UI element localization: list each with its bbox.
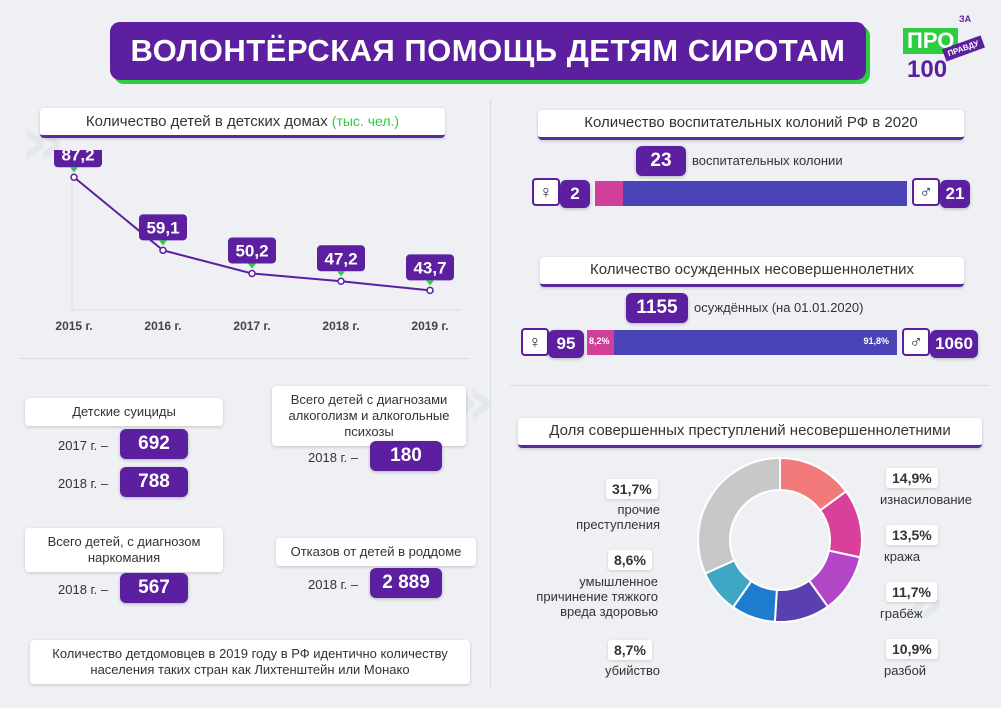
- drugs-label: 2018 г. –: [58, 582, 109, 597]
- data-point: [70, 173, 78, 182]
- data-label: 50,2: [235, 241, 268, 260]
- orphanage-title: Количество детей в детских домах (тыс. ч…: [40, 108, 445, 138]
- male-avatar: ♂: [902, 328, 930, 356]
- data-label-pointer: [70, 167, 78, 173]
- colonies-title: Количество воспитательных колоний РФ в 2…: [538, 110, 964, 140]
- alcohol-value: 180: [370, 441, 442, 471]
- data-label-box: [54, 150, 102, 168]
- suicides-2017-value: 692: [120, 429, 188, 459]
- refusals-value: 2 889: [370, 568, 442, 598]
- colonies-female: 2: [560, 180, 590, 208]
- convicts-total: 1155: [626, 293, 688, 323]
- page-title: ВОЛОНТЁРСКАЯ ПОМОЩЬ ДЕТЯМ СИРОТАМ: [110, 22, 866, 80]
- convicts-female: 95: [548, 330, 584, 358]
- convicts-male: 1060: [930, 330, 978, 358]
- crime-pct: 13,5%: [886, 525, 938, 545]
- data-point: [159, 246, 167, 255]
- suicides-title: Детские суициды: [25, 398, 223, 426]
- data-label-pointer: [337, 271, 345, 277]
- convicts-male-pct: 91,8%: [863, 336, 889, 346]
- data-label: 87,2: [61, 150, 94, 164]
- x-tick-label: 2019 г.: [411, 319, 448, 333]
- divider: [20, 358, 470, 359]
- suicides-2018-value: 788: [120, 467, 188, 497]
- crime-label: прочие преступления: [576, 502, 660, 532]
- footnote: Количество детдомовцев в 2019 году в РФ …: [30, 640, 470, 684]
- crime-pct: 8,6%: [608, 550, 652, 570]
- suicides-2018-label: 2018 г. –: [58, 476, 109, 491]
- data-label-box: [228, 237, 276, 264]
- x-tick-label: 2018 г.: [322, 319, 359, 333]
- logo: ЗА ПРО ПРАВДУ 100: [903, 14, 985, 86]
- refusals-title: Отказов от детей в роддоме: [276, 538, 476, 566]
- data-point: [248, 269, 256, 278]
- convicts-female-pct: 8,2%: [589, 336, 610, 346]
- male-avatar: ♂: [912, 178, 940, 206]
- colonies-female-bar: [595, 181, 623, 206]
- female-avatar: ♀: [532, 178, 560, 206]
- alcohol-title: Всего детей с диагнозами алкоголизм и ал…: [272, 386, 466, 446]
- colonies-total-label: воспитательных колонии: [692, 153, 843, 168]
- crime-label: разбой: [884, 663, 927, 678]
- data-label-box: [139, 214, 187, 241]
- crime-label: кража: [884, 549, 921, 564]
- x-tick-label: 2015 г.: [55, 319, 92, 333]
- orphanage-line-chart: 87,2 2015 г. 59,1 2016 г. 50,2 2017 г. 47,2 201…: [54, 150, 460, 333]
- data-label-pointer: [248, 263, 256, 269]
- convicts-female-bar: [587, 330, 614, 355]
- data-point: [337, 277, 345, 286]
- crime-pct: 31,7%: [606, 479, 658, 499]
- data-label-pointer: [159, 240, 167, 246]
- alcohol-label: 2018 г. –: [308, 450, 359, 465]
- data-label-pointer: [426, 280, 434, 286]
- crime-label: грабёж: [880, 606, 923, 621]
- colonies-male: 21: [940, 180, 970, 208]
- divider: [490, 100, 491, 690]
- divider: [510, 385, 990, 386]
- convicts-total-label: осуждённых (на 01.01.2020): [694, 300, 864, 315]
- data-label-box: [406, 254, 454, 281]
- data-label-box: [317, 245, 365, 272]
- x-tick-label: 2017 г.: [233, 319, 270, 333]
- x-tick-label: 2016 г.: [144, 319, 181, 333]
- crime-label: изнасилование: [880, 492, 973, 507]
- crime-pct: 10,9%: [886, 639, 938, 659]
- convicts-bar: 8,2% 91,8%: [587, 330, 897, 355]
- drugs-value: 567: [120, 573, 188, 603]
- data-label: 43,7: [413, 258, 446, 277]
- crimes-donut-chart: [697, 456, 863, 623]
- crimes-title: Доля совершенных преступлений несовершен…: [518, 418, 982, 448]
- crime-label: убийство: [604, 663, 660, 678]
- drugs-title: Всего детей, с диагнозом наркомания: [25, 528, 223, 572]
- convicts-title: Количество осужденных несовершеннолетних: [540, 257, 964, 287]
- refusals-label: 2018 г. –: [308, 577, 359, 592]
- crime-pct: 14,9%: [886, 468, 938, 488]
- donut-slice: [697, 456, 781, 575]
- crime-pct: 11,7%: [886, 582, 937, 602]
- data-point: [426, 286, 434, 295]
- crime-label: умышленное причинение тяжкого вреда здор…: [536, 574, 658, 619]
- colonies-bar: [595, 181, 907, 206]
- crime-pct: 8,7%: [608, 640, 652, 660]
- female-avatar: ♀: [521, 328, 549, 356]
- data-label: 59,1: [146, 218, 179, 237]
- suicides-2017-label: 2017 г. –: [58, 438, 109, 453]
- data-label: 47,2: [324, 249, 357, 268]
- colonies-total: 23: [636, 146, 686, 176]
